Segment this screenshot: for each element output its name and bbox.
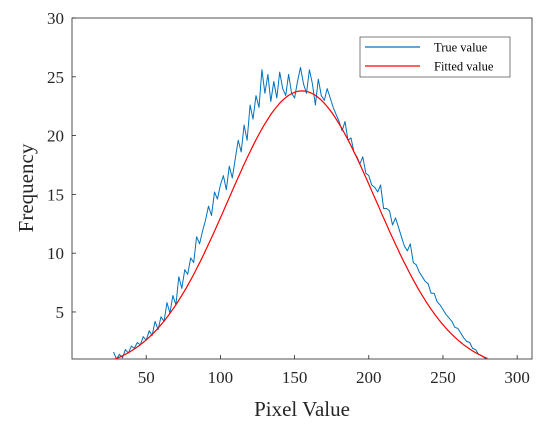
- x-axis-ticks: 50 100 150 200 250 300: [138, 355, 530, 387]
- y-axis-title: Frequency: [14, 143, 38, 232]
- y-axis-ticks: 5 10 15 20 25 30: [47, 9, 76, 322]
- series-line-true-value: [113, 66, 487, 359]
- legend-label-fitted-value: Fitted value: [434, 60, 494, 74]
- legend-box: [359, 36, 511, 78]
- y-tick-label: 30: [47, 9, 64, 28]
- y-tick-label: 25: [47, 68, 64, 87]
- y-tick-label: 5: [56, 303, 65, 322]
- x-axis-title: Pixel Value: [254, 397, 350, 421]
- x-tick-label: 150: [282, 368, 308, 387]
- x-tick-label: 50: [138, 368, 155, 387]
- plot-area: [71, 17, 533, 360]
- y-tick-label: 15: [47, 185, 64, 204]
- legend-label-true-value: True value: [434, 41, 488, 55]
- x-tick-label: 200: [356, 368, 382, 387]
- series-marks: [113, 66, 488, 359]
- x-tick-label: 100: [208, 368, 234, 387]
- x-tick-label: 250: [430, 368, 456, 387]
- axes-frame: [71, 17, 533, 360]
- y-tick-label: 20: [47, 127, 64, 146]
- legend: True value Fitted value: [359, 36, 511, 78]
- series-line-fitted-value: [113, 90, 488, 359]
- y-tick-label: 10: [47, 244, 64, 263]
- x-tick-label: 300: [504, 368, 530, 387]
